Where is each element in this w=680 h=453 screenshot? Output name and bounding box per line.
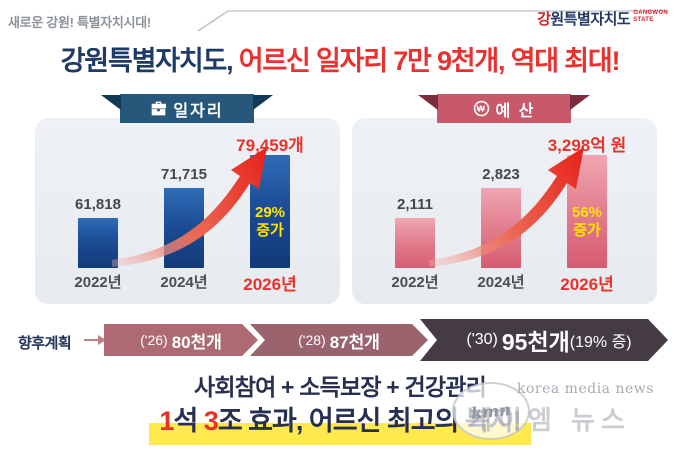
page-title: 강원특별자치도, 어르신 일자리 7만 9천개, 역대 최대! — [0, 39, 680, 78]
jobs-value-2022: 61,818 — [75, 196, 121, 213]
budget-bar-2022 — [395, 218, 435, 268]
header-divider-line — [197, 10, 668, 32]
budget-chart-panel: 2,111 2,823 3,298억 원 56% 증가 2022년 2024년 … — [352, 118, 657, 304]
logo-rest: 원특별자치도 — [550, 11, 631, 28]
jobs-year-2026: 2026년 — [243, 275, 297, 294]
title-prefix: 강원특별자치도, — [60, 46, 234, 76]
jobs-growth-label: 29% 증가 — [254, 204, 286, 239]
logo-english: GANGWON STATE — [633, 10, 668, 23]
budget-banner-label: 예 산 — [495, 102, 536, 120]
budget-banner: ₩ 예 산 — [418, 94, 590, 123]
budget-value-2026: 3,298억 원 — [547, 136, 627, 155]
logo-first-char: 강 — [537, 11, 551, 28]
jobs-banner: 일자리 — [101, 94, 273, 123]
highlight-slogan-text: 1석 3조 효과, 어르신 최고의 복지! — [149, 397, 531, 445]
jobs-year-2022: 2022년 — [74, 274, 122, 291]
header-slogan: 새로운 강원! 특별자치시대! — [8, 15, 151, 30]
future-plan-step-2028: ('28) 87천개 — [250, 324, 428, 356]
future-plan-step-2026: ('26) 80천개 — [104, 324, 258, 356]
jobs-value-2026: 79,459개 — [236, 136, 304, 155]
budget-value-2022: 2,111 — [397, 196, 433, 213]
future-plan-label: 향후계획 — [18, 335, 72, 352]
future-plan-connector-line — [84, 339, 98, 341]
jobs-year-2024: 2024년 — [160, 274, 208, 291]
budget-year-2026: 2026년 — [560, 275, 614, 294]
won-coin-icon: ₩ — [473, 100, 489, 117]
benefit-slogan: 사회참여 + 소득보장 + 건강관리 — [194, 374, 487, 400]
future-plan-connector-arrow-icon — [98, 335, 106, 345]
future-plan-step-2030: ('30) 95천개 (19% 증) — [420, 319, 668, 361]
growth-arrow — [429, 147, 584, 267]
svg-text:₩: ₩ — [476, 104, 486, 114]
jobs-chart-panel: 61,818 71,715 79,459개 29% 증가 2022년 2024년… — [35, 118, 340, 304]
jobs-banner-label: 일자리 — [173, 102, 224, 120]
budget-year-2022: 2022년 — [391, 274, 439, 291]
budget-value-2024: 2,823 — [482, 166, 520, 183]
jobs-bar-2022 — [78, 218, 118, 268]
budget-year-2024: 2024년 — [477, 274, 525, 291]
budget-growth-label: 56% 증가 — [571, 204, 603, 239]
title-emphasis: 어르신 일자리 7만 9천개, 역대 최대! — [232, 46, 621, 76]
gangwon-state-logo: 강 원특별자치도 GANGWON STATE — [537, 8, 668, 29]
highlight-slogan: 1석 3조 효과, 어르신 최고의 복지! — [0, 397, 680, 445]
growth-arrow — [112, 147, 267, 267]
jobs-value-2024: 71,715 — [161, 166, 207, 183]
briefcase-icon — [152, 101, 167, 116]
